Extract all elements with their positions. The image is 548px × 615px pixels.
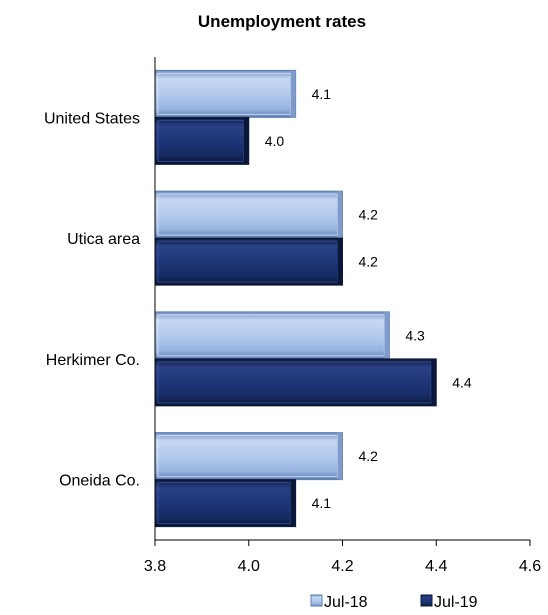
data-label: 4.2 <box>359 254 379 270</box>
bar-body <box>154 69 297 118</box>
bar-body <box>154 116 250 165</box>
category-label: Herkimer Co. <box>46 352 140 369</box>
category-label: United States <box>44 110 140 127</box>
x-axis-ticks: 3.8 4.0 4.2 4.4 4.6 <box>144 540 541 575</box>
bar <box>154 190 343 239</box>
bar-body <box>154 432 343 481</box>
legend-swatch <box>310 594 323 607</box>
bar-end-cap <box>337 432 343 480</box>
data-labels: 4.1 4.0 4.2 4.2 4.3 4.4 4.2 4.1 <box>265 86 472 511</box>
legend: Jul-18 Jul-19 <box>310 594 478 611</box>
bar-end-cap <box>290 70 296 118</box>
category-labels: United States Utica area Herkimer Co. Oneid… <box>44 110 140 489</box>
data-label: 4.0 <box>265 133 285 149</box>
x-tick-label: 3.8 <box>144 558 166 575</box>
legend-label: Jul-19 <box>434 594 478 611</box>
category-label: Oneida Co. <box>59 473 140 490</box>
bar-body <box>154 479 297 528</box>
bar <box>154 69 297 118</box>
bar-end-cap <box>337 191 343 239</box>
bar <box>154 237 343 286</box>
data-label: 4.2 <box>359 448 379 464</box>
x-tick-label: 4.4 <box>425 558 447 575</box>
bar <box>154 479 297 528</box>
bar <box>154 358 437 407</box>
data-label: 4.2 <box>359 207 379 223</box>
data-label: 4.3 <box>405 327 425 343</box>
bar-end-cap <box>290 479 296 527</box>
data-label: 4.1 <box>312 86 332 102</box>
bar-body <box>154 190 343 239</box>
legend-swatch <box>420 594 433 607</box>
bar-end-cap <box>384 311 390 359</box>
bar-body <box>154 358 437 407</box>
bar <box>154 432 343 481</box>
bar-end-cap <box>337 238 343 286</box>
legend-entry: Jul-18 <box>310 594 368 611</box>
bar-end-cap <box>431 358 437 406</box>
x-tick-label: 4.6 <box>519 558 541 575</box>
x-tick-label: 4.2 <box>331 558 353 575</box>
chart-title: Unemployment rates <box>198 12 366 31</box>
bar-end-cap <box>243 117 249 165</box>
legend-label: Jul-18 <box>324 594 368 611</box>
data-label: 4.1 <box>312 495 332 511</box>
data-label: 4.4 <box>452 374 472 390</box>
bar <box>154 311 390 360</box>
bars-group <box>154 69 437 528</box>
category-label: Utica area <box>67 231 140 248</box>
bar <box>154 116 250 165</box>
x-tick-label: 4.0 <box>238 558 260 575</box>
bar-body <box>154 311 390 360</box>
legend-entry: Jul-19 <box>420 594 478 611</box>
bar-body <box>154 237 343 286</box>
